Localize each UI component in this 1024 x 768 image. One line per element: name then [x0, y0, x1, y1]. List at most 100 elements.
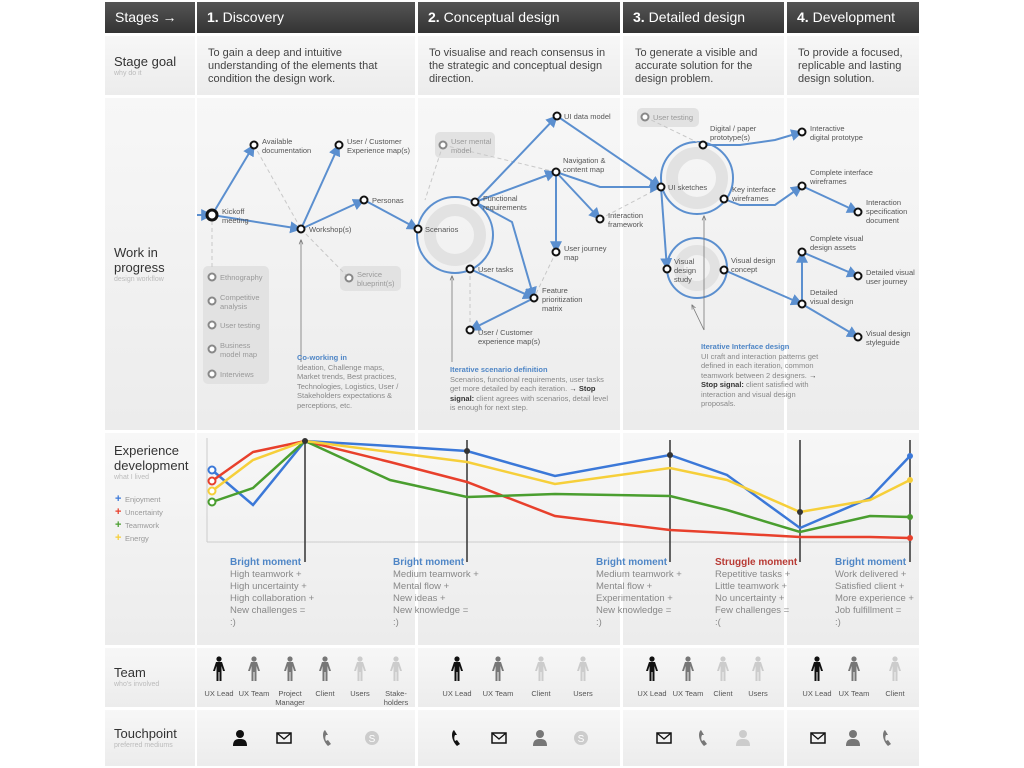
node-label: Interactive digital prototype: [810, 124, 863, 142]
row-title: Experience development: [114, 443, 189, 473]
workflow-node: [359, 195, 369, 205]
stage-name: Detailed design: [648, 9, 746, 25]
workflow-node: [470, 197, 480, 207]
team-member-label: UX Lead: [204, 689, 234, 698]
team-member: UX Team: [478, 656, 518, 698]
stage-development: 4. Development: [787, 2, 919, 33]
workflow-node: [551, 247, 561, 257]
row-subtitle: what I lived: [114, 474, 150, 481]
person-icon: [284, 656, 296, 681]
workflow-node: [207, 272, 217, 282]
row-title: Work in progress: [114, 245, 165, 275]
node-label: Functional requirements: [483, 194, 527, 212]
optional-link: [533, 251, 557, 299]
person-icon: [846, 730, 860, 746]
skype-icon: S: [574, 731, 588, 745]
node-label: Complete visual design assets: [810, 234, 864, 252]
person-icon: [811, 656, 823, 681]
optional-link: [644, 116, 704, 146]
node-label: Detailed visual design: [810, 288, 854, 306]
person-icon: [535, 656, 547, 681]
node-label: Ethnography: [220, 273, 263, 282]
stop-signal-text: client agrees with scenarios, detail lev…: [450, 393, 608, 413]
workflow-arrow: [723, 269, 804, 306]
annotation-text: Scenarios, functional requirements, user…: [450, 374, 604, 394]
goal-detailed: To generate a visible and accurate solut…: [635, 47, 758, 85]
row-label-exp: Experience development what I lived: [114, 443, 188, 483]
team-member: UX Team: [834, 656, 874, 698]
moment-text: Work delivered + Satisfied client + More…: [835, 569, 914, 628]
workflow-node: [551, 167, 561, 177]
legend-item: + Enjoyment: [115, 493, 160, 505]
moment-note: Struggle moment Repetitive tasks + Little…: [715, 557, 797, 629]
workflow-node: [797, 247, 807, 257]
team-member: Client: [521, 656, 561, 698]
person-icon: [492, 656, 504, 681]
node-label: Key interface wireframes: [732, 185, 776, 203]
team-member: Users: [340, 656, 380, 698]
mail-icon: [276, 732, 292, 744]
team-member-label: Users: [350, 689, 370, 698]
workflow-arrow: [555, 171, 663, 193]
node-label: Feature prioritization matrix: [542, 286, 583, 313]
workflow-node: [552, 111, 562, 121]
moment-title: Bright moment: [596, 557, 668, 568]
plus-icon: +: [115, 519, 122, 531]
row-subtitle: who's involved: [114, 681, 160, 688]
person-icon: [354, 656, 366, 681]
moment-note: Bright moment Medium teamwork + Mental fl…: [596, 557, 682, 629]
moment-note: Bright moment High teamwork + High uncert…: [230, 557, 314, 629]
workflow-node: [249, 140, 259, 150]
annotation-coworking: Co-working in Ideation, Challenge maps, M…: [297, 353, 409, 410]
workflow-node: [797, 299, 807, 309]
node-label: UI sketches: [668, 183, 708, 192]
node-label: User journey map: [564, 244, 607, 262]
phone-icon: [452, 730, 460, 746]
team-member: UX Lead: [199, 656, 239, 698]
mail-icon: [810, 732, 826, 744]
workflow-arrow: [300, 143, 341, 230]
moment-point: [797, 509, 803, 515]
workflow-node: [334, 140, 344, 150]
workflow-node: [413, 224, 423, 234]
optional-box: [637, 108, 699, 127]
annotation-title: Co-working in: [297, 353, 347, 362]
grid-cell: [787, 98, 919, 430]
annotation-iterative-scenario: Iterative scenario definition Scenarios, …: [450, 365, 610, 413]
stages-header: Stages →: [105, 2, 195, 33]
person-icon: [577, 656, 589, 681]
person-icon: [451, 656, 463, 681]
stage-name: Conceptual design: [443, 9, 560, 25]
workflow-node: [719, 194, 729, 204]
stage-num: 4.: [797, 9, 809, 25]
grid-cell: [105, 710, 195, 766]
grid-cell: [105, 648, 195, 707]
grid-cell: [418, 36, 620, 95]
phone-icon: [323, 730, 331, 746]
node-label: Navigation & content map: [563, 156, 606, 174]
grid-cell: [623, 710, 784, 766]
workflow-node: [698, 140, 708, 150]
team-member-label: UX Team: [482, 689, 514, 698]
row-label-wip: Work in progress design workflow: [114, 245, 165, 285]
workflow-node: [207, 320, 217, 330]
row-subtitle: why do it: [114, 70, 142, 77]
workflow-arrow: [555, 171, 601, 220]
workflow-node: [438, 140, 448, 150]
team-member: UX Lead: [632, 656, 672, 698]
workflow-arrow: [300, 199, 366, 230]
mail-icon: [491, 732, 507, 744]
series-line-energy: [211, 439, 911, 514]
grid-cell: [787, 36, 919, 95]
grid-cell: [418, 648, 620, 707]
goal-discovery: To gain a deep and intuitive understandi…: [208, 47, 378, 85]
plus-icon: +: [115, 506, 122, 518]
row-label-goal: Stage goal why do it: [114, 54, 176, 79]
workflow-node: [207, 296, 217, 306]
legend-label: Energy: [125, 534, 149, 543]
team-member-label: UX Lead: [802, 689, 832, 698]
workflow-node: [662, 264, 672, 274]
workflow-node: [640, 112, 650, 122]
person-icon: [848, 656, 860, 681]
team-member-label: UX Team: [238, 689, 270, 698]
